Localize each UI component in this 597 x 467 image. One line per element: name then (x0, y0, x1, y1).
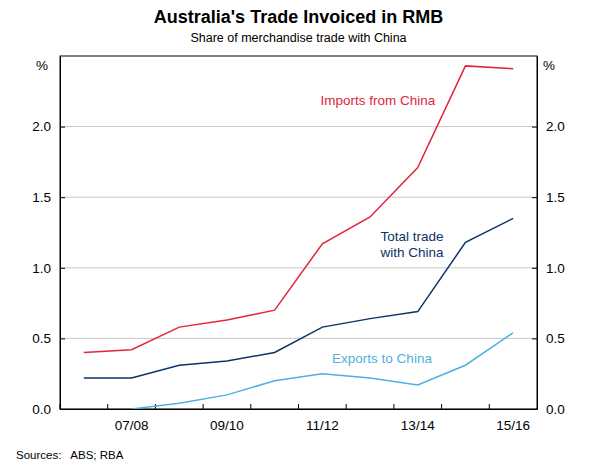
tick-label: 1.5 (32, 190, 51, 205)
axis-line (537, 57, 538, 410)
tick-mark (60, 404, 61, 409)
tick-label: 0.5 (32, 331, 51, 346)
tick (441, 404, 442, 409)
series-label: Total tradewith China (379, 229, 444, 260)
tick-mark (532, 338, 537, 339)
chart: Australia's Trade Invoiced in RMB Share o… (0, 0, 597, 467)
tick-mark (60, 338, 65, 339)
tick: 1.5 (532, 190, 565, 205)
axis-line (61, 409, 538, 410)
tick: 1.0 (32, 261, 65, 276)
tick: 15/16 (489, 404, 530, 433)
title: Australia's Trade Invoiced in RMB (154, 7, 443, 27)
series-label: Exports to China (332, 351, 432, 366)
tick-mark (250, 404, 251, 409)
tick: 1.5 (32, 190, 65, 205)
y2-axis: 0.0 0.5 1.0 1.5 2.0 (532, 57, 565, 417)
grid-line (60, 338, 537, 339)
tick-mark (489, 404, 490, 409)
tick-mark (298, 404, 299, 409)
tick (346, 404, 347, 409)
tick: 0.5 (532, 331, 565, 346)
tick-mark (60, 197, 65, 198)
tick-mark (393, 404, 394, 409)
y-axis: 0.0 0.5 1.0 1.5 2.0 (32, 57, 65, 417)
series-group (84, 66, 513, 409)
tick-label: 15/16 (496, 418, 530, 433)
subtitle: Share of merchandise trade with China (190, 31, 406, 45)
tick-mark (441, 404, 442, 409)
tick-label: 1.5 (546, 190, 565, 205)
tick: 2.0 (32, 119, 65, 134)
tick: 1.0 (532, 261, 565, 276)
tick-mark (60, 268, 65, 269)
y2-unit-label: % (543, 58, 555, 73)
series-line (132, 333, 514, 409)
tick-mark (203, 404, 204, 409)
series-line (84, 66, 513, 353)
tick-label: 2.0 (32, 119, 51, 134)
tick: 09/10 (203, 404, 244, 433)
tick-label: 0.0 (546, 402, 565, 417)
y-unit-label: % (36, 58, 48, 73)
tick-label: 13/14 (401, 418, 435, 433)
tick-mark (532, 127, 537, 128)
tick: 0.5 (32, 331, 65, 346)
tick: 13/14 (394, 404, 435, 433)
tick-label: 11/12 (306, 418, 339, 433)
grid-line (60, 267, 537, 268)
series-line (84, 218, 513, 378)
tick-label: 07/08 (115, 418, 149, 433)
grid (60, 127, 537, 409)
tick: 11/12 (299, 404, 339, 433)
grid-line (60, 126, 537, 127)
source-note: Sources: ABS; RBA (16, 449, 124, 461)
tick-label: 2.0 (546, 119, 565, 134)
axis-line (60, 57, 61, 410)
tick: 0.0 (32, 402, 65, 417)
tick-label: 0.5 (546, 331, 565, 346)
tick-mark (532, 268, 537, 269)
tick (60, 404, 61, 409)
tick-label: 1.0 (546, 261, 565, 276)
tick-mark (60, 127, 65, 128)
tick-mark (107, 404, 108, 409)
series-label: Imports from China (321, 93, 436, 108)
grid-line (60, 197, 537, 198)
tick-mark (346, 404, 347, 409)
tick (250, 404, 251, 409)
tick-label: 0.0 (32, 402, 51, 417)
tick-label: 09/10 (210, 418, 244, 433)
tick: 2.0 (532, 119, 565, 134)
tick-label: 1.0 (32, 261, 51, 276)
tick-mark (532, 197, 537, 198)
plot-frame (60, 56, 537, 409)
